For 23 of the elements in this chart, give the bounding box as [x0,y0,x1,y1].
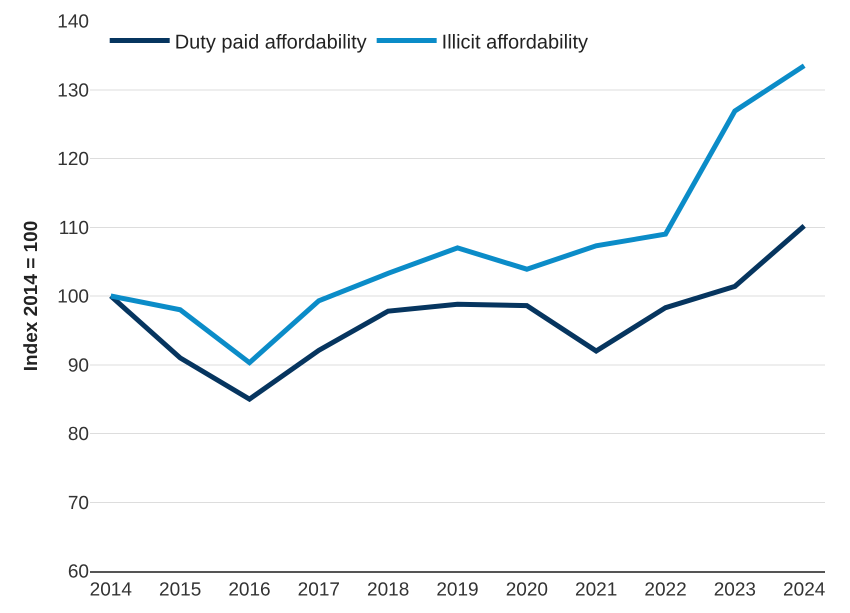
y-tick-label: 70 [68,492,89,514]
y-tick-label: 120 [57,149,89,170]
y-tick-label: 130 [57,80,89,102]
legend-label: Illicit affordability [442,31,588,54]
x-tick-label: 2019 [436,580,479,601]
y-tick-label: 90 [68,355,89,376]
x-tick-label: 2024 [783,580,826,601]
x-tick-label: 2015 [159,580,202,601]
y-tick-label: 60 [68,562,89,583]
x-tick-label: 2014 [90,580,132,601]
x-tick-label: 2023 [714,580,756,601]
y-tick-label: 110 [58,218,89,239]
x-tick-label: 2020 [506,580,548,601]
legend-label: Duty paid affordability [174,31,367,54]
x-tick-label: 2022 [644,580,687,601]
x-tick-label: 2021 [575,580,618,601]
x-tick-label: 2016 [228,580,271,601]
y-tick-label: 140 [57,12,89,33]
x-tick-label: 2017 [298,580,340,601]
y-tick-label: 80 [68,424,89,446]
y-axis-title: Index 2014 = 100 [21,220,42,372]
y-tick-label: 100 [57,286,89,308]
x-tick-label: 2018 [367,580,410,601]
